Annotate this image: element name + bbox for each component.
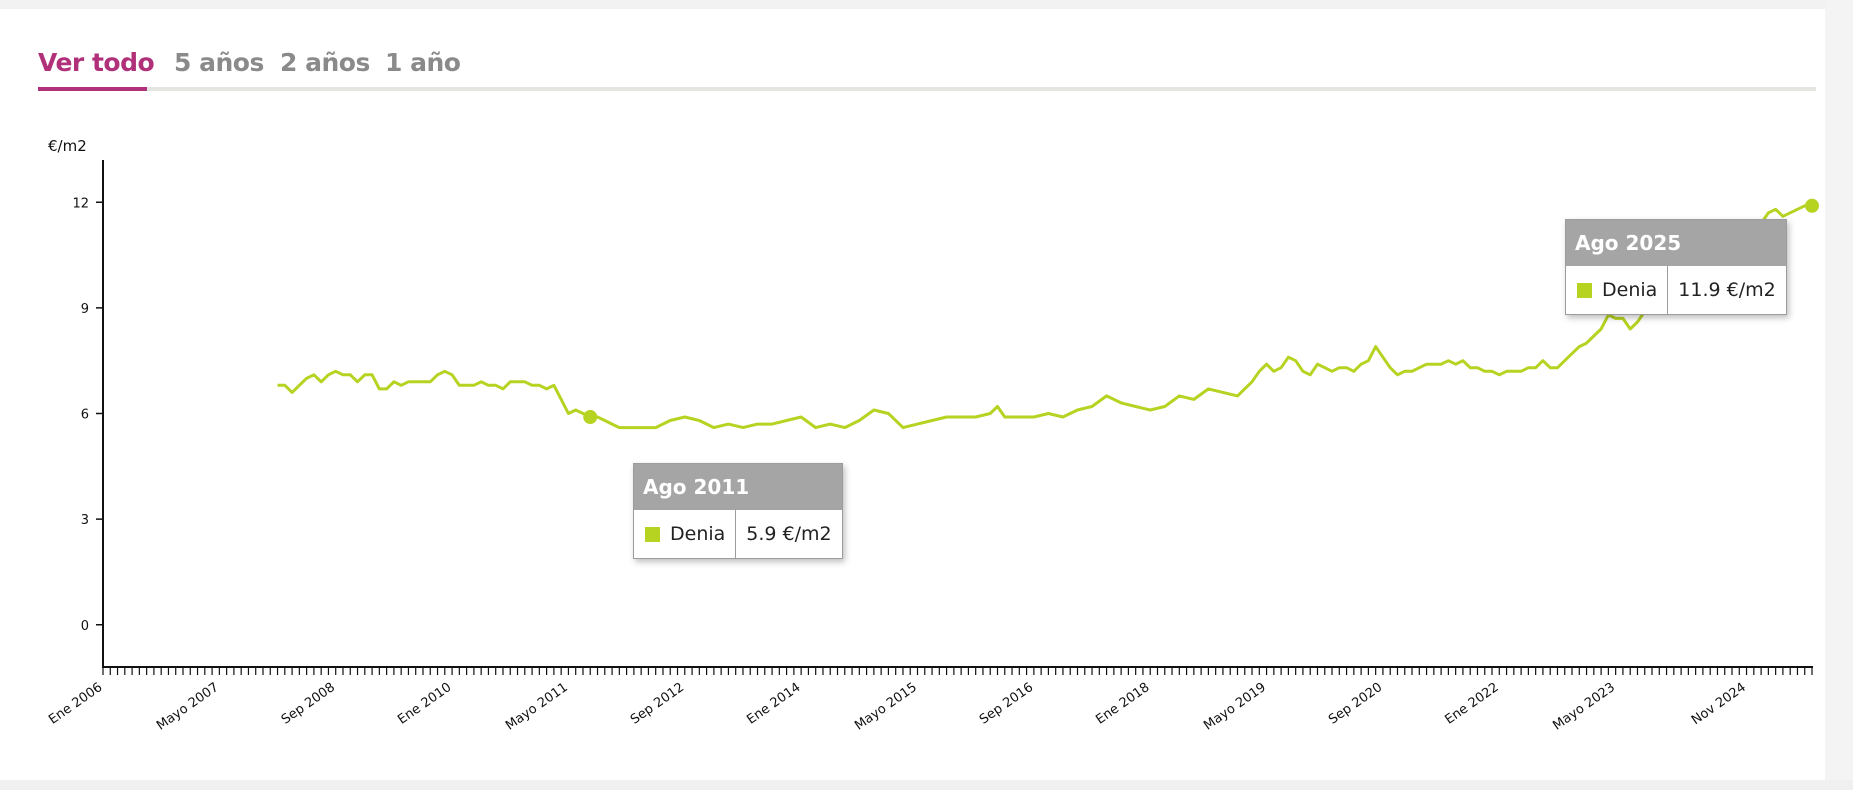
y-tick-label: 9 <box>81 302 89 317</box>
y-tick-label: 12 <box>72 196 89 211</box>
tooltip-series-name: Denia <box>670 523 726 545</box>
tab-ver-todo[interactable]: Ver todo <box>38 48 155 91</box>
period-tabs: Ver todo 5 años 2 años 1 año <box>38 48 1816 94</box>
y-tick-label: 0 <box>81 619 89 634</box>
series-swatch-icon <box>1577 282 1592 298</box>
tooltip-title: Ago 2011 <box>634 464 842 510</box>
price-line-chart: €/m2 0 3 6 9 12 Ene 2006 Mayo 2007 Sep 2008 Ene 2… <box>46 137 1819 734</box>
tooltip-series: Denia <box>1566 266 1669 314</box>
y-tick-label: 6 <box>81 408 89 423</box>
x-tick-label: Ene 2022 <box>1442 680 1501 728</box>
tab-label: Ver todo <box>38 48 155 77</box>
tab-label: 2 años <box>280 48 370 77</box>
tab-1-ano[interactable]: 1 año <box>385 48 461 77</box>
x-tick-label: Mayo 2007 <box>154 680 222 734</box>
tabs-divider <box>38 87 1816 91</box>
series-line-denia <box>277 204 1812 430</box>
x-tick-label: Mayo 2015 <box>852 680 920 734</box>
tooltip-series: Denia <box>634 510 737 558</box>
tooltip-value: 11.9 €/m2 <box>1678 279 1776 301</box>
tooltip-title: Ago 2025 <box>1566 220 1786 266</box>
x-tick-label: Mayo 2023 <box>1550 680 1618 734</box>
tooltip-ago-2025: Ago 2025 Denia 11.9 €/m2 <box>1565 219 1787 315</box>
x-tick-label: Ene 2006 <box>46 680 105 728</box>
active-tab-underline <box>38 87 147 91</box>
x-tick-label: Sep 2016 <box>977 680 1036 728</box>
tab-label: 1 año <box>385 48 461 77</box>
highlighted-point <box>1805 198 1819 213</box>
highlighted-point <box>583 410 598 425</box>
y-tick-label: 3 <box>81 513 89 528</box>
tab-label: 5 años <box>174 48 264 77</box>
x-tick-label: Ene 2010 <box>395 680 454 728</box>
y-axis-label: €/m2 <box>48 137 87 155</box>
x-tick-label: Nov 2024 <box>1689 680 1749 728</box>
tooltip-ago-2011: Ago 2011 Denia 5.9 €/m2 <box>633 463 843 559</box>
tooltip-value: 5.9 €/m2 <box>746 523 832 545</box>
x-tick-label: Sep 2020 <box>1326 680 1385 728</box>
x-tick-label: Sep 2012 <box>628 680 687 728</box>
tooltip-row: Denia 11.9 €/m2 <box>1566 266 1786 314</box>
top-border-strip <box>0 0 1853 9</box>
tooltip-row: Denia 5.9 €/m2 <box>634 510 842 558</box>
tooltip-series-name: Denia <box>1602 279 1658 301</box>
x-tick-label: Ene 2018 <box>1093 680 1152 728</box>
x-tick-label: Ene 2014 <box>744 680 803 728</box>
tab-5-anos[interactable]: 5 años <box>174 48 264 77</box>
tab-2-anos[interactable]: 2 años <box>280 48 370 77</box>
right-border-strip <box>1825 0 1853 790</box>
x-tick-label: Sep 2008 <box>279 680 338 728</box>
series-swatch-icon <box>645 526 660 542</box>
x-tick-label: Mayo 2019 <box>1201 680 1269 734</box>
x-tick-label: Mayo 2011 <box>503 680 571 734</box>
bottom-border-strip <box>0 780 1853 790</box>
